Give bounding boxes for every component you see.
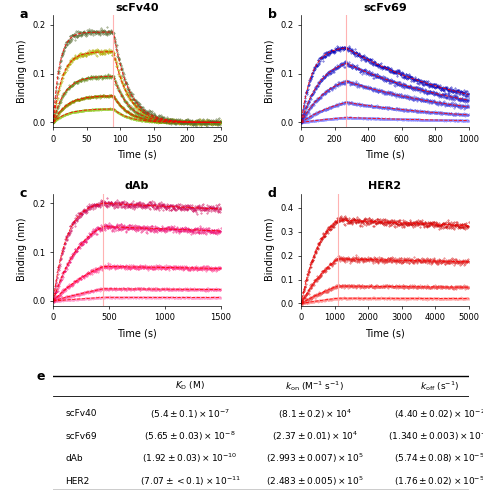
Text: scFv69: scFv69 <box>66 432 97 441</box>
Text: b: b <box>268 8 276 22</box>
Y-axis label: Binding (nm): Binding (nm) <box>265 218 274 282</box>
X-axis label: Time (s): Time (s) <box>365 328 405 338</box>
X-axis label: Time (s): Time (s) <box>117 150 157 160</box>
Text: $(2.993 \pm 0.007) \times 10^{5}$: $(2.993 \pm 0.007) \times 10^{5}$ <box>266 452 364 466</box>
Text: $(1.92 \pm 0.03) \times 10^{-10}$: $(1.92 \pm 0.03) \times 10^{-10}$ <box>142 452 238 466</box>
Text: $(5.4 \pm 0.1) \times 10^{-7}$: $(5.4 \pm 0.1) \times 10^{-7}$ <box>150 407 230 420</box>
Text: $k_\mathrm{on}$ (M$^{-1}$ s$^{-1}$): $k_\mathrm{on}$ (M$^{-1}$ s$^{-1}$) <box>285 378 344 392</box>
Text: $(5.74 \pm 0.08) \times 10^{-5}$: $(5.74 \pm 0.08) \times 10^{-5}$ <box>394 452 483 466</box>
Text: $(4.40 \pm 0.02) \times 10^{-2}$: $(4.40 \pm 0.02) \times 10^{-2}$ <box>394 407 483 420</box>
Title: scFv40: scFv40 <box>115 3 158 13</box>
Y-axis label: Binding (nm): Binding (nm) <box>17 40 27 103</box>
Text: c: c <box>20 187 27 200</box>
Text: HER2: HER2 <box>66 476 90 486</box>
Text: $(5.65 \pm 0.03) \times 10^{-8}$: $(5.65 \pm 0.03) \times 10^{-8}$ <box>144 430 236 443</box>
X-axis label: Time (s): Time (s) <box>365 150 405 160</box>
Title: scFv69: scFv69 <box>363 3 407 13</box>
Y-axis label: Binding (nm): Binding (nm) <box>17 218 27 282</box>
Text: $(8.1 \pm 0.2) \times 10^{4}$: $(8.1 \pm 0.2) \times 10^{4}$ <box>278 407 352 420</box>
Text: $K_\mathrm{D}$ (M): $K_\mathrm{D}$ (M) <box>175 380 205 392</box>
Y-axis label: Binding (nm): Binding (nm) <box>265 40 275 103</box>
Text: $(1.340 \pm 0.003) \times 10^{-3}$: $(1.340 \pm 0.003) \times 10^{-3}$ <box>388 430 483 443</box>
Text: $(1.76 \pm 0.02) \times 10^{-5}$: $(1.76 \pm 0.02) \times 10^{-5}$ <box>394 474 483 488</box>
Title: HER2: HER2 <box>368 182 401 192</box>
Text: scFv40: scFv40 <box>66 410 97 418</box>
Text: $(2.483 \pm 0.005) \times 10^{5}$: $(2.483 \pm 0.005) \times 10^{5}$ <box>266 474 364 488</box>
Text: e: e <box>37 370 45 382</box>
Text: $k_\mathrm{off}$ (s$^{-1}$): $k_\mathrm{off}$ (s$^{-1}$) <box>420 378 459 392</box>
X-axis label: Time (s): Time (s) <box>117 328 157 338</box>
Text: $(7.07 \pm {<}0.1) \times 10^{-11}$: $(7.07 \pm {<}0.1) \times 10^{-11}$ <box>140 474 241 488</box>
Text: $(2.37 \pm 0.01) \times 10^{4}$: $(2.37 \pm 0.01) \times 10^{4}$ <box>271 430 358 443</box>
Text: a: a <box>20 8 28 22</box>
Text: d: d <box>268 187 276 200</box>
Text: dAb: dAb <box>66 454 83 463</box>
Title: dAb: dAb <box>125 182 149 192</box>
